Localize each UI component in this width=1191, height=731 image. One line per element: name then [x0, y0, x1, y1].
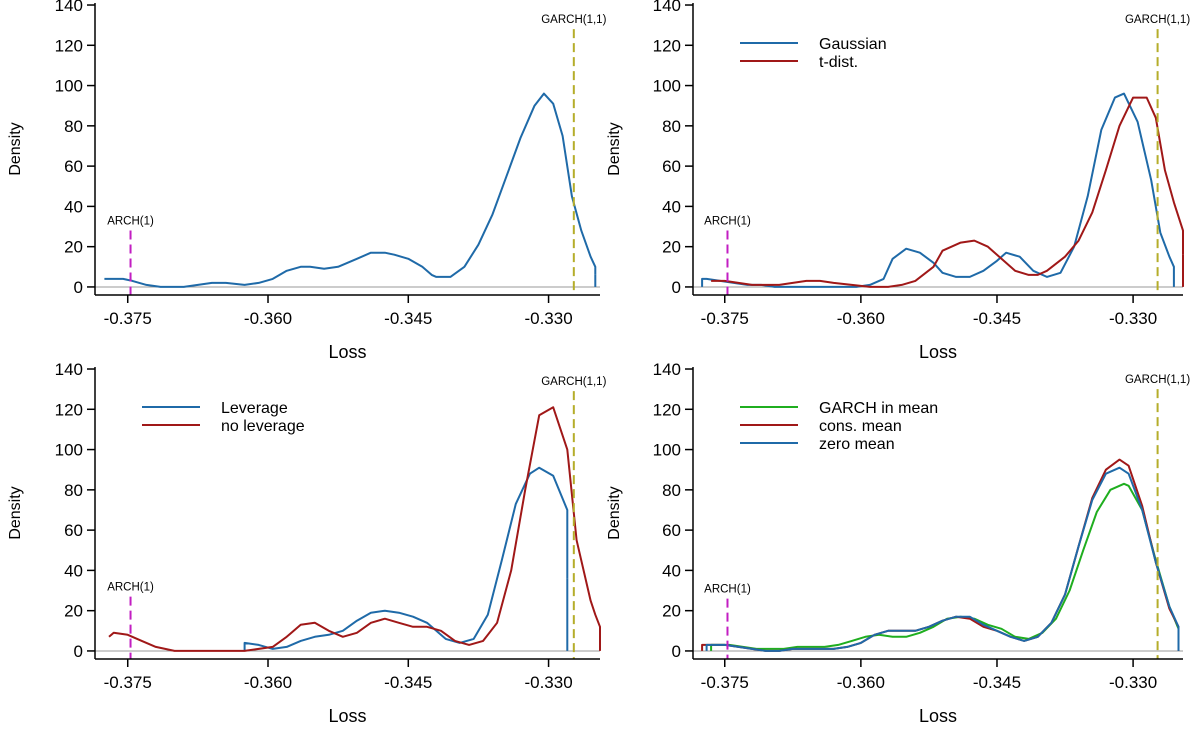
x-axis-label: Loss — [919, 706, 957, 726]
x-tick-label: -0.360 — [244, 673, 292, 692]
density-curve-zero-mean — [705, 466, 1180, 652]
y-tick-label: 100 — [55, 441, 83, 460]
density-curve-gaussian — [701, 92, 1175, 288]
x-tick-label: -0.345 — [973, 309, 1021, 328]
y-tick-label: 40 — [662, 197, 681, 216]
y-tick-label: 120 — [55, 36, 83, 55]
y-axis-label: Density — [7, 486, 24, 539]
density-curve-leverage — [243, 466, 569, 651]
y-tick-label: 80 — [662, 117, 681, 136]
y-tick-label: 0 — [74, 642, 83, 661]
x-tick-label: -0.330 — [524, 309, 572, 328]
y-tick-label: 60 — [64, 157, 83, 176]
y-tick-label: 40 — [64, 197, 83, 216]
garch11-label: GARCH(1,1) — [541, 376, 606, 388]
chart-panel-3: ARCH(1) GARCH(1,1) 0 20 40 60 80 100 120 140 -0.37… — [7, 360, 607, 726]
y-tick-label: 40 — [662, 561, 681, 580]
density-curve-garch-in-mean — [710, 482, 1180, 651]
y-tick-label: 140 — [55, 360, 83, 379]
y-tick-label: 20 — [64, 602, 83, 621]
y-tick-label: 120 — [653, 36, 681, 55]
x-tick-label: -0.345 — [973, 673, 1021, 692]
density-curve-t-dist — [711, 96, 1184, 288]
x-tick-label: -0.330 — [1109, 309, 1157, 328]
y-axis-label: Density — [606, 486, 623, 539]
x-axis-label: Loss — [328, 706, 366, 726]
y-tick-label: 140 — [653, 0, 681, 15]
legend-entry: t-dist. — [819, 54, 858, 71]
x-axis-label: Loss — [919, 342, 957, 362]
y-tick-label: 100 — [55, 77, 83, 96]
y-tick-label: 100 — [653, 441, 681, 460]
legend-entry: Gaussian — [819, 36, 887, 53]
y-tick-label: 120 — [55, 400, 83, 419]
y-tick-label: 60 — [662, 157, 681, 176]
y-tick-label: 80 — [662, 481, 681, 500]
density-curve-no-leverage — [108, 406, 601, 652]
arch1-label: ARCH(1) — [704, 584, 751, 596]
x-tick-label: -0.360 — [244, 309, 292, 328]
y-tick-label: 120 — [653, 400, 681, 419]
y-tick-label: 80 — [64, 117, 83, 136]
chart-panel-4: ARCH(1) GARCH(1,1) 0 20 40 60 80 100 120 140 -0.37… — [606, 360, 1190, 726]
x-tick-label: -0.375 — [701, 673, 749, 692]
y-tick-label: 0 — [74, 278, 83, 297]
x-tick-label: -0.360 — [837, 673, 885, 692]
x-tick-label: -0.330 — [524, 673, 572, 692]
x-tick-label: -0.345 — [384, 309, 432, 328]
y-axis-label: Density — [7, 122, 24, 175]
legend-entry: Leverage — [221, 400, 288, 417]
x-tick-label: -0.375 — [104, 309, 152, 328]
y-tick-label: 0 — [672, 642, 681, 661]
y-tick-label: 60 — [64, 521, 83, 540]
arch1-label: ARCH(1) — [704, 216, 751, 228]
x-axis-label: Loss — [328, 342, 366, 362]
chart-panel-1: ARCH(1) GARCH(1,1) 0 20 40 60 80 100 120 140 -0.37… — [7, 0, 607, 362]
arch1-label: ARCH(1) — [107, 216, 154, 228]
y-tick-label: 100 — [653, 77, 681, 96]
legend-entry: cons. mean — [819, 418, 902, 435]
x-tick-label: -0.360 — [837, 309, 885, 328]
y-tick-label: 0 — [672, 278, 681, 297]
garch11-label: GARCH(1,1) — [541, 14, 606, 26]
y-tick-label: 40 — [64, 561, 83, 580]
legend-entry: zero mean — [819, 436, 895, 453]
garch11-label: GARCH(1,1) — [1125, 374, 1190, 386]
x-tick-label: -0.330 — [1109, 673, 1157, 692]
y-tick-label: 140 — [55, 0, 83, 15]
x-tick-label: -0.345 — [384, 673, 432, 692]
density-curve-segment-0 — [104, 92, 597, 288]
y-tick-label: 20 — [662, 238, 681, 257]
chart-panel-2: ARCH(1) GARCH(1,1) 0 20 40 60 80 100 120 140 -0.37… — [606, 0, 1190, 362]
y-tick-label: 20 — [662, 602, 681, 621]
arch1-label: ARCH(1) — [107, 582, 154, 594]
legend-entry: GARCH in mean — [819, 400, 938, 417]
y-tick-label: 80 — [64, 481, 83, 500]
y-tick-label: 20 — [64, 238, 83, 257]
legend-entry: no leverage — [221, 418, 305, 435]
y-tick-label: 60 — [662, 521, 681, 540]
garch11-label: GARCH(1,1) — [1125, 14, 1190, 26]
y-axis-label: Density — [606, 122, 623, 175]
x-tick-label: -0.375 — [104, 673, 152, 692]
y-tick-label: 140 — [653, 360, 681, 379]
x-tick-label: -0.375 — [701, 309, 749, 328]
